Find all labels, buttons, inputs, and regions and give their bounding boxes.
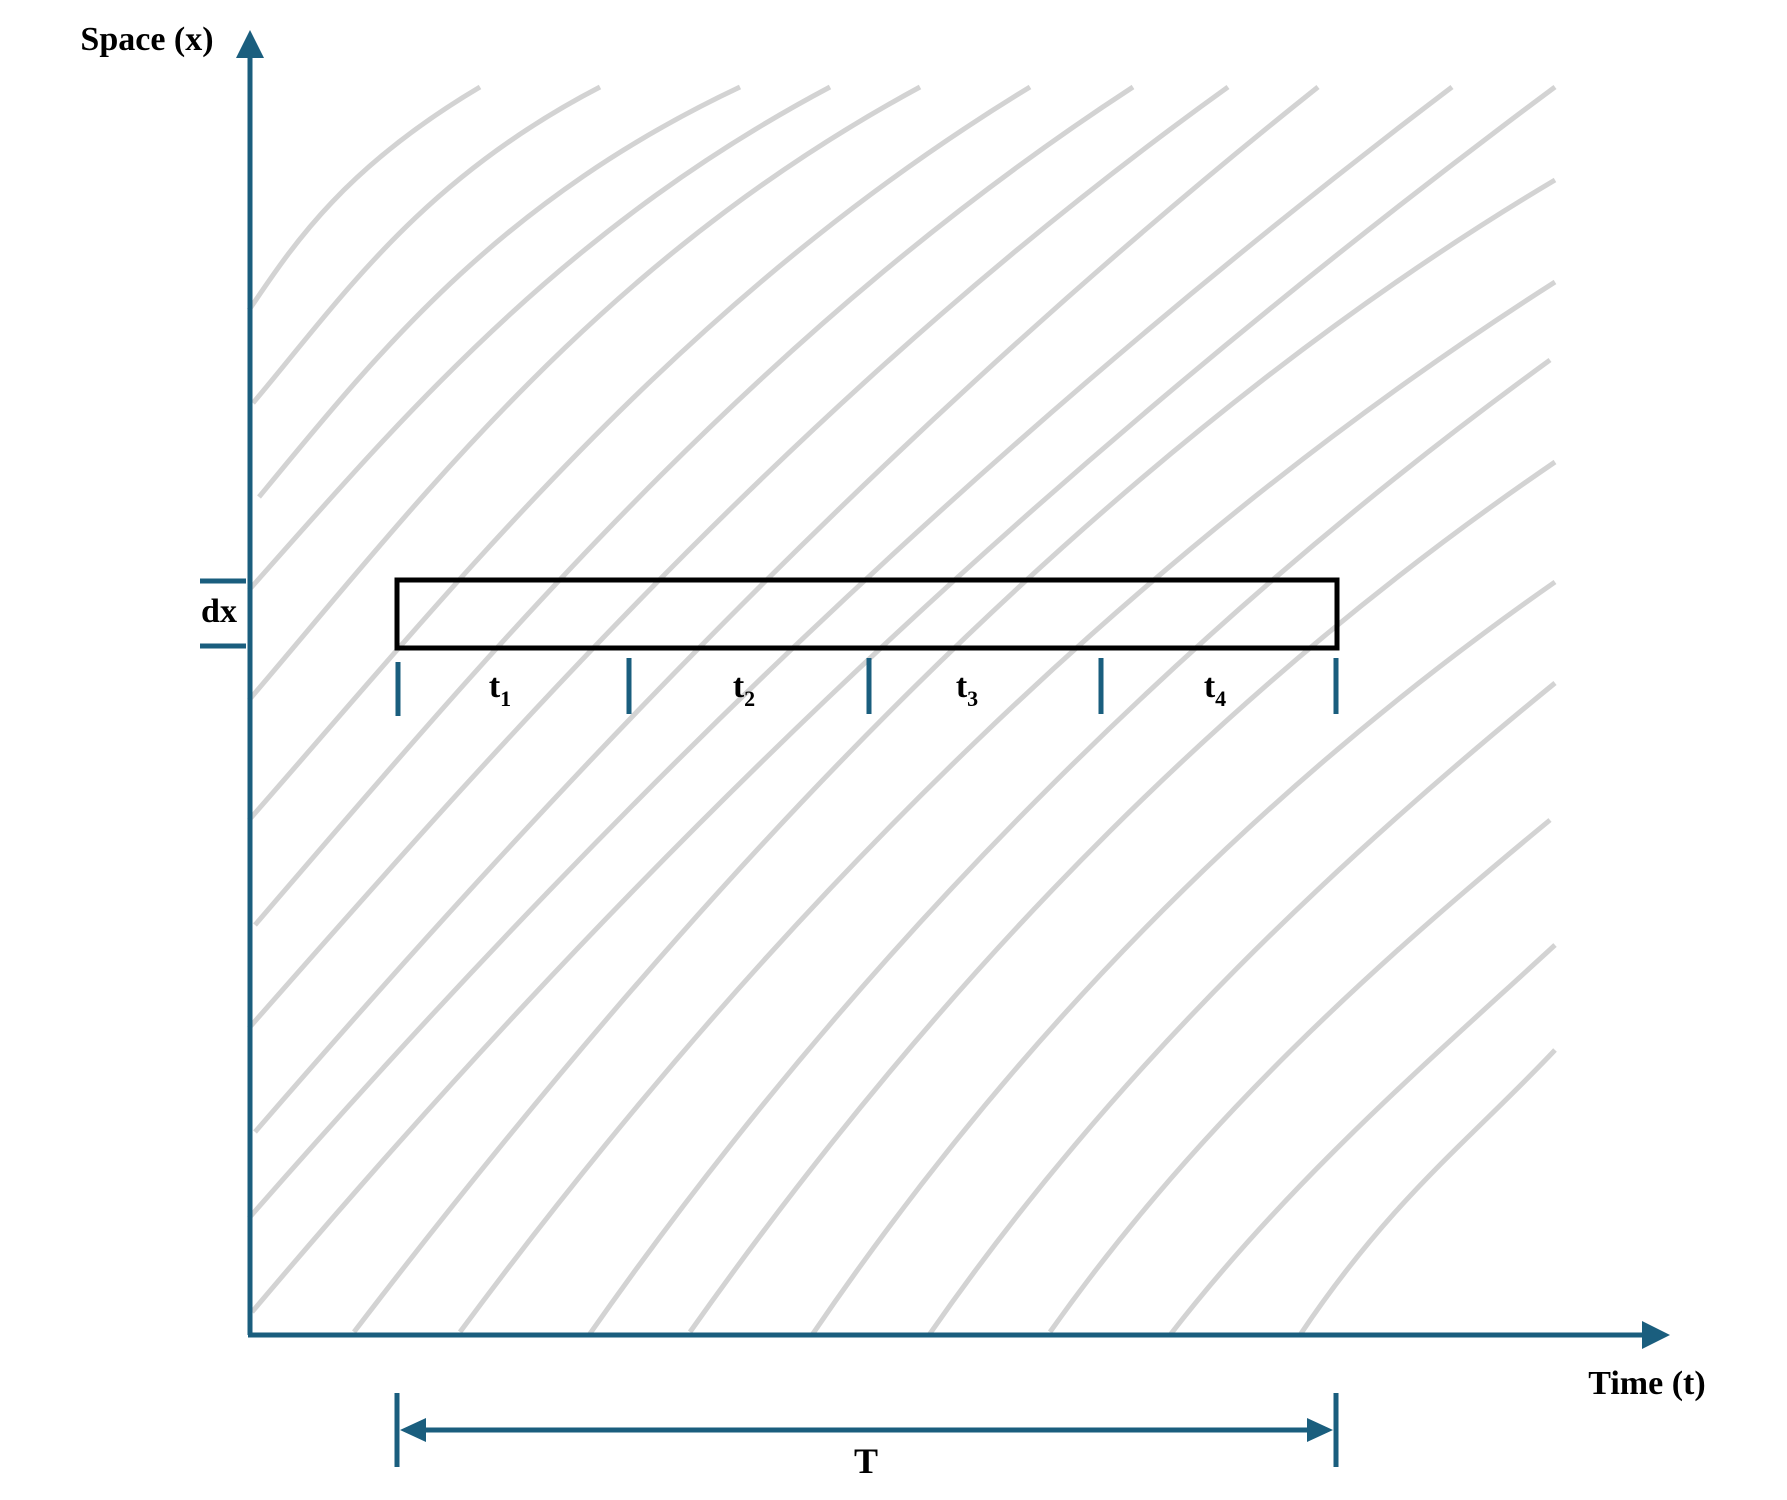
- period-right-arrowhead: [1307, 1418, 1333, 1442]
- y-axis-arrowhead: [236, 30, 264, 58]
- interval-label-t1: t1: [489, 668, 511, 711]
- x-axis-arrowhead: [1642, 1321, 1670, 1349]
- trajectory-line: [809, 579, 1557, 1337]
- trajectory-line: [457, 279, 1557, 1334]
- interval-ticks: [395, 658, 1339, 716]
- dx-label: dx: [201, 593, 237, 630]
- trajectory-line: [1297, 1048, 1557, 1337]
- period-dimension: T: [394, 1393, 1339, 1481]
- x-axis-label: Time (t): [1588, 1365, 1705, 1402]
- interval-label-t4: t4: [1204, 668, 1226, 711]
- trajectory-line: [246, 84, 482, 312]
- trajectory-line: [247, 84, 922, 702]
- period-left-arrowhead: [400, 1418, 426, 1442]
- period-label: T: [854, 1441, 878, 1481]
- trajectory-line: [247, 84, 832, 592]
- trajectory-line: [1168, 943, 1557, 1337]
- axes: [236, 30, 1670, 1349]
- trajectory-line: [926, 681, 1557, 1337]
- trajectory-line: [586, 357, 1552, 1337]
- observation-region-box: [394, 577, 1340, 651]
- trajectory-line: [253, 85, 1320, 1134]
- trajectory-line: [250, 84, 1557, 1314]
- interval-labels: t1 t2 t3 t4: [489, 668, 1226, 711]
- trajectory-line: [247, 84, 1230, 1030]
- trajectory-line: [1047, 818, 1552, 1334]
- vehicle-trajectories: [246, 84, 1557, 1337]
- y-axis-label: Space (x): [80, 21, 213, 58]
- trajectory-line: [687, 459, 1557, 1334]
- trajectory-line: [247, 85, 1454, 1220]
- interval-label-t2: t2: [733, 668, 755, 711]
- trajectory-line: [251, 84, 602, 405]
- trajectory-line: [257, 84, 742, 499]
- interval-label-t3: t3: [956, 668, 978, 711]
- trajectory-line: [253, 84, 1135, 927]
- trajectory-line: [247, 84, 1032, 822]
- dx-marker: dx: [200, 578, 246, 649]
- trajectory-line: [352, 177, 1557, 1334]
